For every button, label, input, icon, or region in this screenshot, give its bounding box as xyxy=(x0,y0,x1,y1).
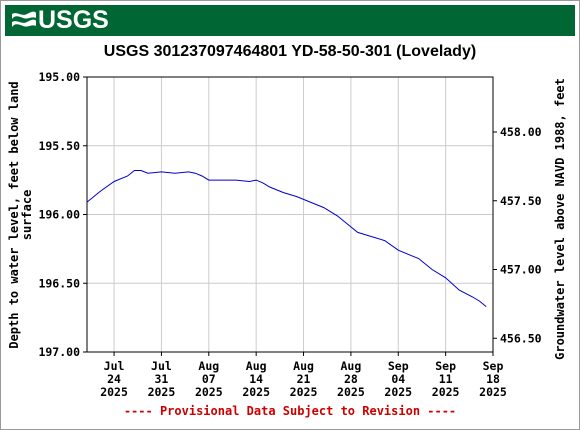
x-tick-label: 2025 xyxy=(242,385,270,399)
x-tick-label: Sep xyxy=(435,359,456,373)
x-tick-label: 24 xyxy=(107,372,121,386)
y-right-tick-label: 458.00 xyxy=(500,125,542,139)
x-tick-label: Aug xyxy=(246,359,267,373)
x-tick-label: 21 xyxy=(297,372,311,386)
y-left-tick-label: 195.50 xyxy=(38,139,80,153)
y-left-tick-label: 197.00 xyxy=(38,345,80,359)
x-tick-label: 2025 xyxy=(432,385,460,399)
x-tick-label: 2025 xyxy=(100,385,128,399)
usgs-wave-icon xyxy=(12,11,36,27)
left-axis-label-line1: Depth to water level, feet below land xyxy=(7,81,21,348)
x-tick-label: Jul xyxy=(151,359,172,373)
provisional-note: ---- Provisional Data Subject to Revisio… xyxy=(123,404,457,418)
x-tick-label: Sep xyxy=(388,359,409,373)
y-right-tick-label: 457.50 xyxy=(500,194,542,208)
x-tick-label: 2025 xyxy=(148,385,176,399)
x-tick-label: 2025 xyxy=(195,385,223,399)
x-tick-label: Jul xyxy=(104,359,125,373)
x-tick-label: 28 xyxy=(344,372,358,386)
x-tick-label: 14 xyxy=(249,372,263,386)
x-tick-label: 04 xyxy=(391,372,405,386)
chart-title: USGS 301237097464801 YD-58-50-301 (Lovel… xyxy=(103,43,477,60)
x-tick-label: 18 xyxy=(486,372,500,386)
usgs-banner: USGS xyxy=(5,5,575,36)
left-axis-label-line2: surface xyxy=(20,190,34,241)
x-tick-label: 07 xyxy=(202,372,216,386)
right-axis-label: Groundwater level above NAVD 1988, feet xyxy=(553,78,567,360)
x-tick-label: 11 xyxy=(439,372,453,386)
y-left-tick-label: 196.00 xyxy=(38,208,80,222)
x-tick-label: 2025 xyxy=(337,385,365,399)
x-tick-label: 2025 xyxy=(384,385,412,399)
grid-layer xyxy=(87,77,493,352)
x-tick-label: Aug xyxy=(198,359,219,373)
water-level-series xyxy=(86,170,487,307)
y-left-tick-label: 196.50 xyxy=(38,276,80,290)
y-left-tick-label: 195.00 xyxy=(38,70,80,84)
x-tick-label: Aug xyxy=(341,359,362,373)
x-tick-label: 2025 xyxy=(290,385,318,399)
series-layer xyxy=(86,170,487,307)
usgs-logo-text: USGS xyxy=(38,6,109,34)
usgs-logo[interactable]: USGS xyxy=(5,5,109,36)
ticks-layer: Jul242025Jul312025Aug072025Aug142025Aug2… xyxy=(38,70,541,399)
x-tick-label: 2025 xyxy=(479,385,507,399)
x-tick-label: Aug xyxy=(293,359,314,373)
y-right-tick-label: 457.00 xyxy=(500,263,542,277)
y-right-tick-label: 456.50 xyxy=(500,331,542,345)
x-tick-label: 31 xyxy=(155,372,169,386)
x-tick-label: Sep xyxy=(483,359,504,373)
